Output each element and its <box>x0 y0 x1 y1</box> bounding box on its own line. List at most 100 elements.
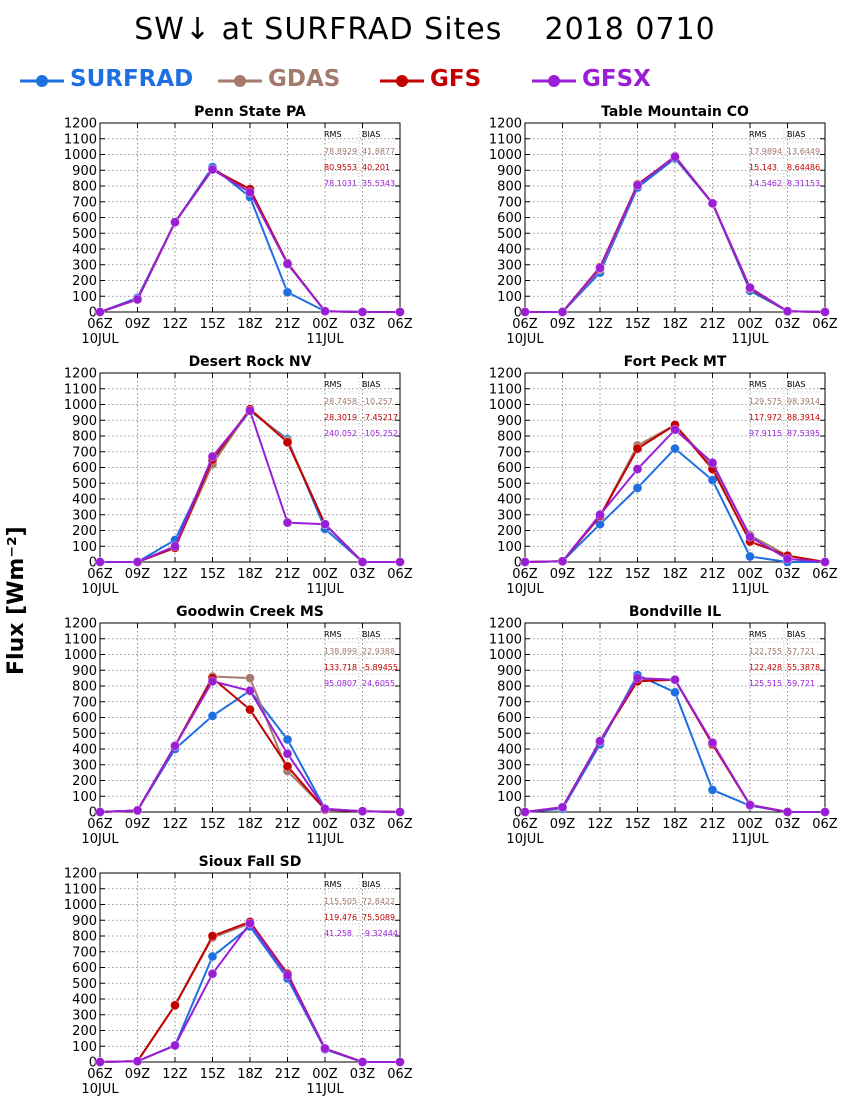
data-point-gfsx <box>282 517 293 528</box>
data-point-surfrad <box>632 483 643 493</box>
y-tick-label: 700 <box>497 195 522 210</box>
stats-rms-gfs: 119.476 <box>324 913 357 922</box>
x-tick-label: 00Z <box>312 817 338 832</box>
x-tick-label: 09Z <box>550 567 576 582</box>
stats-bias-gfsx: 59.721 <box>787 679 815 688</box>
data-point-gfs <box>245 704 255 715</box>
data-point-gfsx <box>245 405 255 416</box>
y-tick-label: 500 <box>72 977 97 992</box>
data-point-gfsx <box>320 1043 330 1054</box>
legend-label-surfrad: SURFRAD <box>70 66 194 92</box>
stats-bias-gfs: -7.45217 <box>362 413 398 422</box>
data-point-surfrad <box>670 687 680 698</box>
stats-bias-gfs: 75.5089 <box>362 913 395 922</box>
y-tick-label: 500 <box>72 727 97 742</box>
series-line-gfs <box>99 920 400 1063</box>
x-tick-label: 00Z <box>737 317 763 332</box>
x-tick-label: 15Z <box>200 567 226 582</box>
y-tick-label: 1000 <box>64 148 97 163</box>
data-point-gfsx <box>632 464 643 474</box>
x-tick-label: 06Z <box>87 1067 113 1082</box>
y-tick-label: 600 <box>497 461 522 476</box>
y-tick-label: 0 <box>89 556 97 571</box>
y-tick-label: 500 <box>72 227 97 242</box>
y-tick-label: 1200 <box>64 367 97 382</box>
y-tick-label: 100 <box>72 790 97 805</box>
data-point-gfsx <box>395 807 405 817</box>
y-tick-label: 800 <box>497 430 522 445</box>
stats-header-bias: BIAS <box>362 380 380 389</box>
y-tick-label: 0 <box>89 306 97 321</box>
y-tick-label: 1100 <box>489 632 522 647</box>
chart-title: Fort Peck MT <box>624 354 727 370</box>
y-tick-label: 900 <box>497 664 522 679</box>
y-tick-label: 700 <box>72 195 97 210</box>
data-point-gfsx <box>132 557 143 567</box>
stats-bias-gdas: 22.9388 <box>362 647 395 656</box>
x-tick-label: 12Z <box>162 1067 188 1082</box>
stats-rms-gfsx: 14.5462 <box>749 179 782 188</box>
data-point-gfsx <box>245 187 255 198</box>
y-tick-label: 800 <box>72 930 97 945</box>
y-tick-label: 400 <box>72 743 97 758</box>
data-point-gfsx <box>245 685 255 696</box>
stats-rms-gfs: 80.9553 <box>324 163 357 172</box>
date-label: 10JUL <box>506 332 544 347</box>
y-tick-label: 100 <box>497 290 522 305</box>
x-tick-label: 15Z <box>200 817 226 832</box>
data-point-gfs <box>170 1000 180 1011</box>
x-tick-label: 06Z <box>512 567 538 582</box>
stats-header-rms: RMS <box>749 380 767 389</box>
chart-fort-peck-mt: Fort Peck MT 0100200300400500600700800900… <box>489 354 838 597</box>
x-tick-label: 03Z <box>350 817 376 832</box>
y-tick-label: 100 <box>497 790 522 805</box>
x-tick-label: 09Z <box>125 1067 151 1082</box>
x-tick-label: 21Z <box>700 817 726 832</box>
stats-bias-gfsx: -9.32444 <box>362 929 398 938</box>
y-tick-label: 1100 <box>489 382 522 397</box>
data-point-gfsx <box>170 541 180 552</box>
y-tick-label: 600 <box>72 711 97 726</box>
y-tick-label: 1200 <box>489 367 522 382</box>
data-point-gfsx <box>782 306 793 317</box>
y-tick-label: 600 <box>497 211 522 226</box>
x-tick-label: 06Z <box>87 567 113 582</box>
y-tick-label: 800 <box>72 680 97 695</box>
y-tick-label: 700 <box>72 945 97 960</box>
date-label: 10JUL <box>81 332 119 347</box>
data-point-gfsx <box>320 306 330 317</box>
data-point-gfsx <box>745 800 755 810</box>
x-tick-label: 18Z <box>237 567 263 582</box>
x-tick-label: 06Z <box>387 817 413 832</box>
y-tick-label: 400 <box>497 243 522 258</box>
data-point-gfsx <box>820 557 830 567</box>
stats-bias-gdas: 72.8422 <box>362 897 395 906</box>
data-point-gfsx <box>520 307 530 317</box>
x-tick-label: 12Z <box>162 817 188 832</box>
data-point-gfsx <box>395 1057 405 1067</box>
x-tick-label: 06Z <box>512 817 538 832</box>
data-point-gfsx <box>595 736 605 746</box>
x-tick-label: 06Z <box>812 817 838 832</box>
data-point-gfs <box>207 931 218 941</box>
x-tick-label: 18Z <box>662 817 688 832</box>
y-tick-label: 600 <box>497 711 522 726</box>
x-tick-label: 06Z <box>387 1067 413 1082</box>
y-tick-label: 1100 <box>64 132 97 147</box>
stats-header-rms: RMS <box>749 130 767 139</box>
x-tick-label: 09Z <box>550 817 576 832</box>
x-tick-label: 06Z <box>387 317 413 332</box>
legend-marker-surfrad <box>20 75 64 87</box>
y-tick-label: 300 <box>497 258 522 273</box>
x-tick-label: 00Z <box>737 567 763 582</box>
chart-goodwin-creek-ms: Goodwin Creek MS 010020030040050060070080… <box>64 604 413 847</box>
y-tick-label: 1200 <box>64 617 97 632</box>
stats-rms-gfs: 28.3019 <box>324 413 357 422</box>
y-tick-label: 300 <box>72 758 97 773</box>
y-tick-label: 1100 <box>64 882 97 897</box>
data-point-gfsx <box>557 307 568 317</box>
data-point-gfsx <box>207 676 218 687</box>
x-tick-label: 21Z <box>275 317 301 332</box>
data-point-surfrad <box>282 734 293 745</box>
y-tick-label: 500 <box>72 477 97 492</box>
